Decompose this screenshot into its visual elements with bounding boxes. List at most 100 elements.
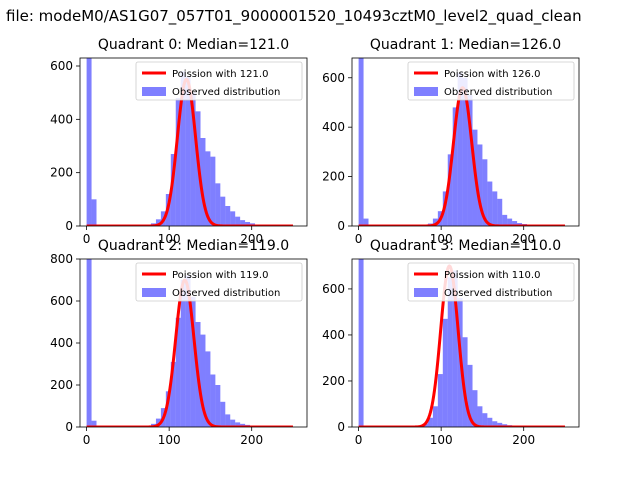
histogram-bar [155,219,161,226]
histogram-bar [467,95,473,226]
y-tick-label: 200 [50,166,73,180]
y-tick-label: 200 [322,170,345,184]
histogram-bar [437,374,443,427]
histogram-bar [220,196,226,226]
histogram-bar [452,107,458,226]
y-tick-label: 600 [50,294,73,308]
subplot-quadrant-2: 0 100 200 0 200 400 600 800 Quadrant 2: Median=1… [50,238,308,447]
histogram-bar [210,374,216,427]
x-tick-label: 0 [355,433,363,447]
y-tick-label: 800 [50,252,73,266]
y-tick-label: 400 [50,112,73,126]
histogram-bar [240,220,246,226]
histogram-bar [497,422,503,427]
histogram-bar [91,199,97,226]
legend-line-label: Poission with 121.0 [172,69,268,80]
legend: Poission with 126.0 Observed distribution [407,61,575,101]
histogram-bar [452,270,458,427]
histogram-bar [91,420,97,427]
legend-hist-label: Observed distribution [172,87,280,98]
y-tick-label: 0 [65,420,73,434]
histogram-bar [215,183,221,226]
histogram-bar [472,390,478,427]
histogram-bar [358,259,364,427]
histogram-bar [477,406,483,427]
histogram-bar [200,138,206,226]
histogram-bar [432,406,438,427]
histogram-bar [175,317,181,427]
y-tick-label: 600 [50,59,73,73]
subplot-title: Quadrant 1: Median=126.0 [370,37,561,53]
histogram-bar [358,58,364,226]
histogram-bar [170,154,176,226]
histogram-bar [230,211,236,226]
histogram-bar [215,385,221,427]
histogram-bar [190,296,196,427]
x-tick-label: 0 [83,433,91,447]
histogram-bar [190,92,196,226]
histogram-bar [502,214,508,226]
histogram-bar [492,191,498,226]
y-tick-label: 400 [322,120,345,134]
histogram-bar [497,198,503,226]
legend-hist-swatch [142,87,166,96]
axes-frame [351,258,580,428]
x-tick-label: 200 [240,232,263,246]
histogram-bar [86,58,92,226]
histogram-bar [230,419,236,427]
histogram-bar [200,334,206,427]
legend-hist-label: Observed distribution [444,288,552,299]
histogram-bar [185,275,191,427]
y-tick-label: 400 [322,328,345,342]
subplot-title: Quadrant 3: Median=110.0 [370,238,561,254]
x-tick-label: 0 [83,232,91,246]
legend-box [407,262,575,302]
x-tick-label: 100 [430,232,453,246]
x-tick-label: 200 [240,433,263,447]
histogram-bar [86,259,92,427]
legend-hist-swatch [142,288,166,297]
histogram-bar [477,144,483,226]
histogram-bar [447,154,453,226]
histogram-bar [210,156,216,226]
histogram-bar [492,421,498,427]
x-tick-label: 0 [355,232,363,246]
x-tick-label: 200 [512,433,535,447]
legend-hist-swatch [414,87,438,96]
histogram-bar [235,216,241,226]
axes-frame [79,57,308,227]
histogram-bar [462,77,468,226]
subplot-quadrant-3: 0 100 200 0 200 400 600 Quadrant 3: Median=110.… [322,238,580,447]
histogram-bar [447,277,453,427]
histogram-bar [487,181,493,226]
axes-frame [351,57,580,227]
y-tick-label: 0 [337,219,345,233]
histogram-bar [482,159,488,226]
legend-hist-swatch [414,288,438,297]
histogram-bar [427,417,433,427]
histogram-bar [482,413,488,427]
y-tick-label: 600 [322,282,345,296]
x-tick-label: 200 [512,232,535,246]
histogram-bar [235,422,241,427]
x-tick-label: 100 [158,232,181,246]
x-tick-label: 100 [430,433,453,447]
histogram-bar [165,391,171,427]
histogram-bar [432,218,438,226]
y-tick-label: 200 [322,374,345,388]
poisson-fit-line [357,264,566,427]
histogram-bar [175,98,181,226]
histogram-bar [457,72,463,226]
histogram-bar [363,218,369,226]
subplot-title: Quadrant 0: Median=121.0 [98,37,289,53]
legend-hist-label: Observed distribution [444,87,552,98]
legend-box [135,61,303,101]
x-tick-label: 100 [158,433,181,447]
histogram-bar [225,206,231,226]
histogram-bar [467,364,473,427]
y-tick-label: 600 [322,71,345,85]
histogram-bar [225,414,231,427]
histogram-bar [185,76,191,226]
histogram-bar [205,151,211,226]
histogram-bar [180,280,186,427]
